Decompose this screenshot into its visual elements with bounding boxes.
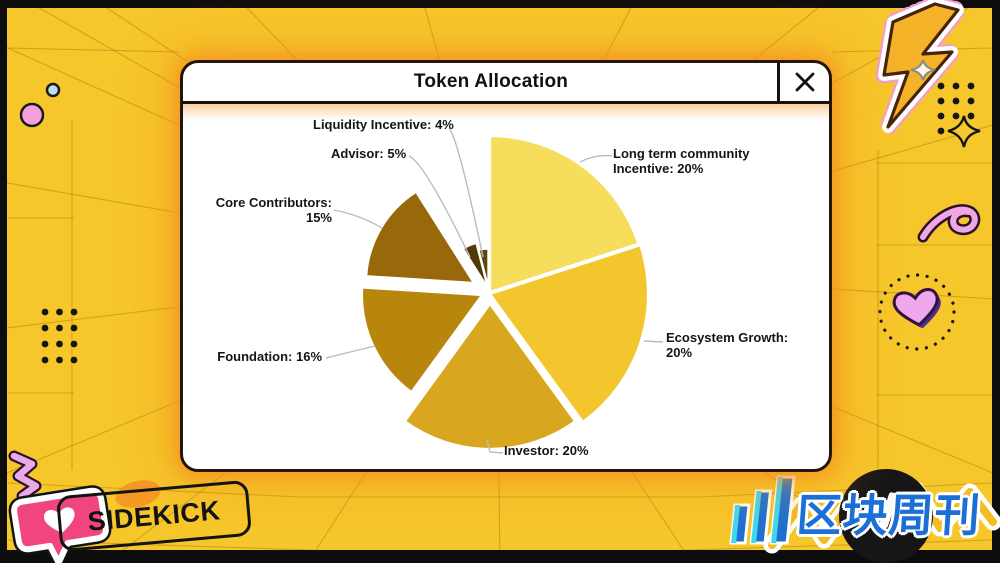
window-header: Token Allocation — [183, 63, 829, 104]
window-title: Token Allocation — [413, 71, 569, 92]
sidekick-label: SIDEKICK — [86, 494, 222, 537]
close-button[interactable] — [777, 63, 829, 101]
chart-area — [183, 104, 829, 469]
logo-text: 区块周刊 — [794, 490, 983, 541]
token-allocation-window: Token Allocation — [180, 60, 832, 472]
close-icon — [795, 72, 814, 92]
